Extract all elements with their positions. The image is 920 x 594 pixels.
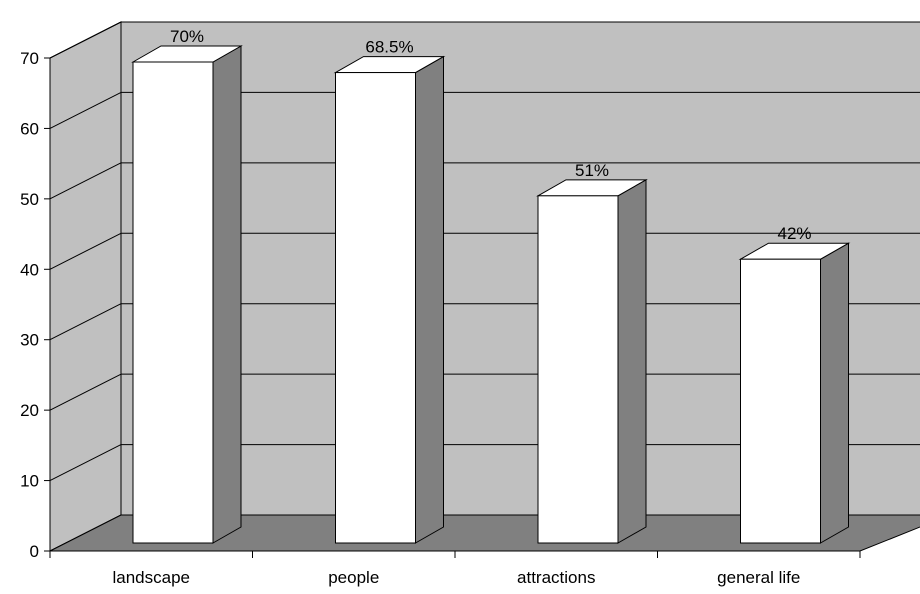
x-category-label: attractions <box>517 568 595 587</box>
side-wall <box>49 21 122 552</box>
bar-people <box>335 72 416 544</box>
gridline-side <box>49 232 122 270</box>
bar-side <box>820 242 849 544</box>
y-tick-label: 20 <box>20 401 39 420</box>
y-tick-label: 0 <box>30 542 39 561</box>
x-category-label: people <box>328 568 379 587</box>
bar-side <box>415 55 444 544</box>
chart-walls <box>49 21 920 552</box>
axes: 0 10 20 30 40 50 60 70 <box>20 49 861 561</box>
y-tick-label: 50 <box>20 190 39 209</box>
data-label: 70% <box>170 27 204 46</box>
bar-side <box>617 178 647 544</box>
gridline-side <box>49 444 122 482</box>
gridline-side <box>49 162 122 200</box>
bar-general-life <box>740 258 821 544</box>
y-tick-label: 10 <box>20 472 39 491</box>
data-label: 42% <box>777 224 811 243</box>
bars <box>131 45 851 544</box>
x-category-label: general life <box>717 568 800 587</box>
gridline-side <box>49 373 122 411</box>
data-label: 51% <box>575 161 609 180</box>
bar-side <box>212 45 242 544</box>
data-label: 68.5% <box>365 38 413 57</box>
bar-attractions <box>537 195 619 544</box>
gridline-side <box>49 303 122 341</box>
labels: 70% landscape 68.5% people 51% attractions 42%… <box>112 27 811 587</box>
gridline-side <box>49 21 122 59</box>
y-tick-label: 40 <box>20 260 39 279</box>
gridline-side <box>49 91 122 129</box>
y-tick-label: 70 <box>20 49 39 68</box>
bar-landscape <box>132 61 214 544</box>
y-tick-label: 60 <box>20 119 39 138</box>
x-category-label: landscape <box>112 568 190 587</box>
y-tick-label: 30 <box>20 331 39 350</box>
